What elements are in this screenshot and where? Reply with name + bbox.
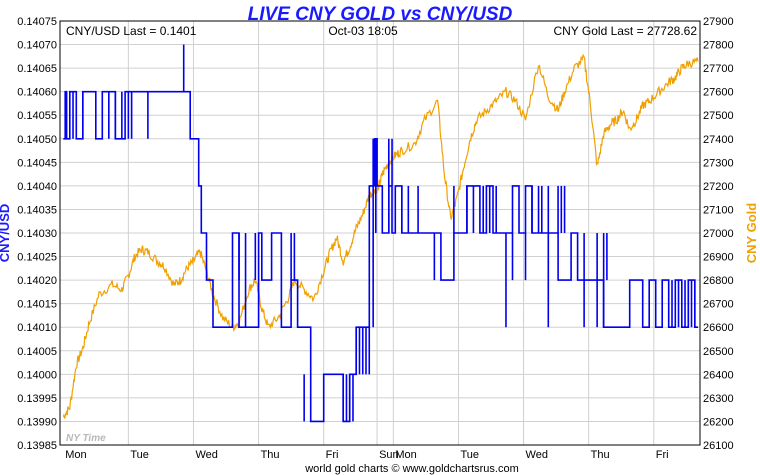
y-tick-right: 27500 — [703, 110, 734, 122]
y-tick-right: 26200 — [703, 416, 734, 428]
y-tick-right: 27300 — [703, 157, 734, 169]
info-timestamp: Oct-03 18:05 — [328, 24, 398, 38]
info-cny-usd-last: CNY/USD Last = 0.1401 — [66, 24, 197, 38]
y-tick-left: 0.14070 — [17, 40, 57, 52]
y-tick-left: 0.14010 — [17, 322, 57, 334]
y-tick-right: 27200 — [703, 181, 734, 193]
y-tick-left: 0.14035 — [17, 204, 57, 216]
y-tick-right: 27700 — [703, 63, 734, 75]
y-tick-right: 27100 — [703, 204, 734, 216]
info-cny-gold-last: CNY Gold Last = 27728.62 — [553, 24, 697, 38]
y-axis-right-ticks: 27900 27800 27700 27600 27500 27400 27300 27200… — [703, 16, 734, 452]
y-tick-right: 27800 — [703, 40, 734, 52]
y-tick-right: 26500 — [703, 346, 734, 358]
x-tick-label: Thu — [261, 449, 280, 461]
y-tick-left: 0.14015 — [17, 299, 57, 311]
plot-frame — [59, 20, 701, 446]
y-tick-right: 27400 — [703, 134, 734, 146]
y-tick-left: 0.14075 — [17, 16, 57, 28]
y-tick-left: 0.14020 — [17, 275, 57, 287]
y-axis-left-label: CNY/USD — [0, 204, 12, 263]
y-axis-right-label: CNY Gold — [744, 203, 759, 263]
y-tick-left: 0.14000 — [17, 369, 57, 381]
x-tick-label: Thu — [591, 449, 610, 461]
y-tick-left: 0.13990 — [17, 416, 57, 428]
y-tick-left: 0.14030 — [17, 228, 57, 240]
y-tick-left: 0.14060 — [17, 87, 57, 99]
y-tick-right: 26400 — [703, 369, 734, 381]
y-tick-right: 26100 — [703, 440, 734, 452]
x-tick-label: Wed — [195, 449, 217, 461]
y-tick-right: 27000 — [703, 228, 734, 240]
x-tick-label: Sun — [379, 449, 399, 461]
watermark-ny-time: NY Time — [66, 433, 106, 444]
x-tick-label: Tue — [460, 449, 479, 461]
y-axis-left-ticks: 0.14075 0.14070 0.14065 0.14060 0.14055 0.140… — [17, 16, 57, 452]
x-tick-label: Fri — [656, 449, 669, 461]
y-tick-right: 26600 — [703, 322, 734, 334]
y-tick-left: 0.14055 — [17, 110, 57, 122]
y-tick-left: 0.14050 — [17, 134, 57, 146]
y-tick-right: 26800 — [703, 275, 734, 287]
y-tick-right: 27600 — [703, 87, 734, 99]
y-tick-left: 0.14045 — [17, 157, 57, 169]
x-tick-label: Wed — [526, 449, 548, 461]
y-tick-left: 0.14005 — [17, 346, 57, 358]
x-tick-label: Fri — [326, 449, 339, 461]
y-tick-left: 0.14065 — [17, 63, 57, 75]
y-tick-right: 27900 — [703, 16, 734, 28]
y-tick-right: 26700 — [703, 299, 734, 311]
y-tick-right: 26900 — [703, 252, 734, 264]
footer-credit: world gold charts © www.goldchartsrus.co… — [304, 463, 519, 475]
y-tick-right: 26300 — [703, 393, 734, 405]
x-tick-label: Mon — [395, 449, 416, 461]
x-tick-label: Mon — [65, 449, 86, 461]
x-tick-label: Tue — [130, 449, 149, 461]
y-tick-left: 0.13995 — [17, 393, 57, 405]
y-tick-left: 0.14025 — [17, 252, 57, 264]
y-tick-left: 0.13985 — [17, 440, 57, 452]
chart-title: LIVE CNY GOLD vs CNY/USD — [248, 4, 513, 25]
series-cny-usd — [63, 44, 698, 423]
y-tick-left: 0.14040 — [17, 181, 57, 193]
